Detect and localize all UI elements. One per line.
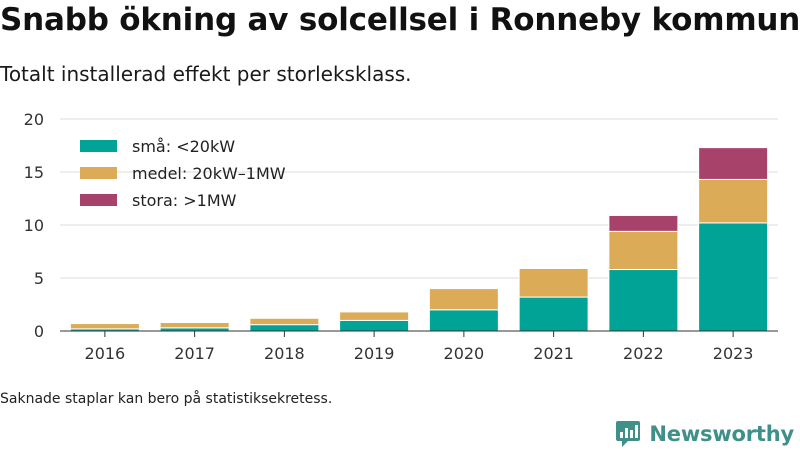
chart-title: Snabb ökning av solcellsel i Ronneby kom… [0, 2, 800, 38]
bar-segment-2020-s0 [428, 309, 499, 332]
x-tick-label: 2022 [623, 344, 664, 363]
x-tick-label: 2021 [533, 344, 574, 363]
bar-segment-2018-s0 [249, 324, 320, 332]
legend-label: medel: 20kW–1MW [132, 164, 286, 183]
bar-segment-2019-s1 [339, 311, 410, 321]
y-tick-label: 20 [24, 110, 44, 129]
bar-segment-2022-s1 [608, 230, 679, 271]
bar-segment-2023-s2 [698, 147, 769, 180]
x-tick-label: 2017 [174, 344, 215, 363]
legend-label: stora: >1MW [132, 191, 237, 210]
y-tick-label: 5 [34, 269, 44, 288]
bar-segment-2020-s1 [428, 288, 499, 311]
y-tick-label: 0 [34, 322, 44, 341]
bar-segment-2021-s0 [518, 296, 589, 332]
x-tick-label: 2023 [713, 344, 754, 363]
x-tick-label: 2020 [444, 344, 485, 363]
bar-segment-2017-s1 [159, 322, 230, 329]
bar-segment-2023-s0 [698, 222, 769, 332]
newsworthy-logo-icon [616, 421, 641, 447]
bar-segment-2019-s0 [339, 319, 410, 332]
stacked-bar-chart: 0 5 10 15 20 2016 2017 2018 2019 2020 2021 2022 2023… [24, 110, 778, 363]
footnote: Saknade staplar kan bero på statistiksek… [0, 391, 333, 407]
bar-segment-2022-s2 [608, 214, 679, 232]
chart-subtitle: Totalt installerad effekt per storlekskl… [0, 62, 412, 86]
bar-segment-2016-s1 [69, 323, 140, 330]
legend-label: små: <20kW [132, 137, 235, 156]
y-tick-label: 15 [24, 163, 44, 182]
x-tick-label: 2018 [264, 344, 305, 363]
bar-segment-2021-s1 [518, 267, 589, 298]
bar-segment-2023-s1 [698, 178, 769, 224]
legend-swatch [80, 167, 117, 179]
bar-segment-2022-s0 [608, 269, 679, 332]
legend-swatch [80, 140, 117, 152]
x-tick-label: 2016 [85, 344, 126, 363]
brand-name: Newsworthy [649, 422, 794, 446]
bar-segment-2018-s1 [249, 317, 320, 326]
brand-logo: Newsworthy [615, 418, 794, 450]
legend-swatch [80, 194, 117, 206]
y-tick-label: 10 [24, 216, 44, 235]
x-tick-label: 2019 [354, 344, 395, 363]
